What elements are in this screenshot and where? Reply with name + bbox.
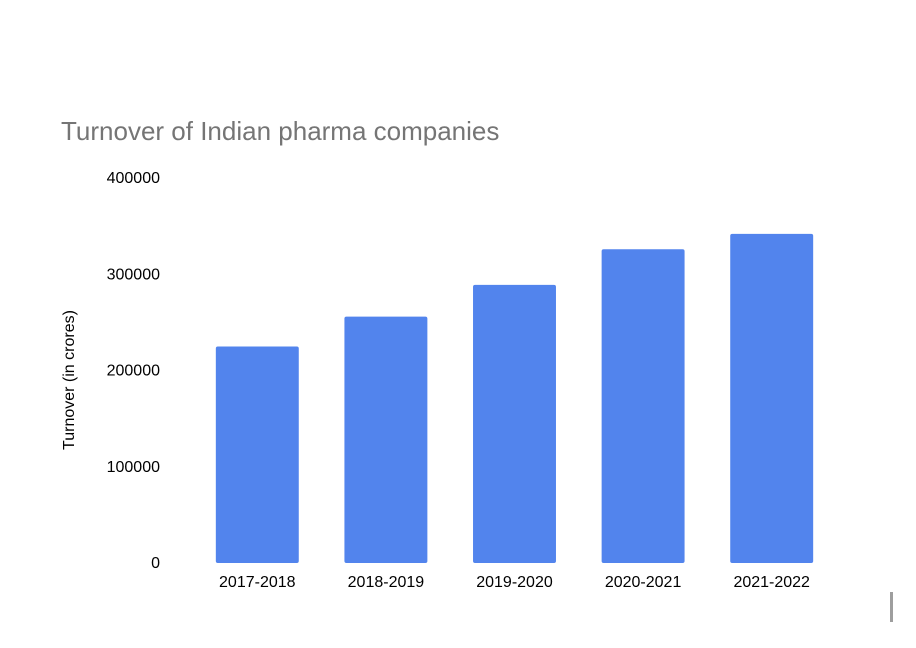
y-tick-label: 400000 xyxy=(107,170,160,187)
bar-2021-2022 xyxy=(730,233,814,563)
x-tick-label: 2020-2021 xyxy=(605,574,682,591)
y-tick-label: 100000 xyxy=(107,459,160,476)
x-tick-label: 2021-2022 xyxy=(733,574,810,591)
edge-marker xyxy=(890,592,893,622)
y-tick-label: 0 xyxy=(151,555,160,572)
x-tick-label: 2018-2019 xyxy=(348,574,425,591)
bar-2020-2021 xyxy=(601,249,685,563)
x-tick-label: 2017-2018 xyxy=(219,574,296,591)
y-tick-label: 300000 xyxy=(107,266,160,283)
bar-2017-2018 xyxy=(215,346,299,563)
bar-2018-2019 xyxy=(344,316,428,563)
y-tick-label: 200000 xyxy=(107,363,160,380)
bar-2019-2020 xyxy=(473,284,556,563)
x-tick-label: 2019-2020 xyxy=(476,574,553,591)
chart-title: Turnover of Indian pharma companies xyxy=(61,116,500,146)
